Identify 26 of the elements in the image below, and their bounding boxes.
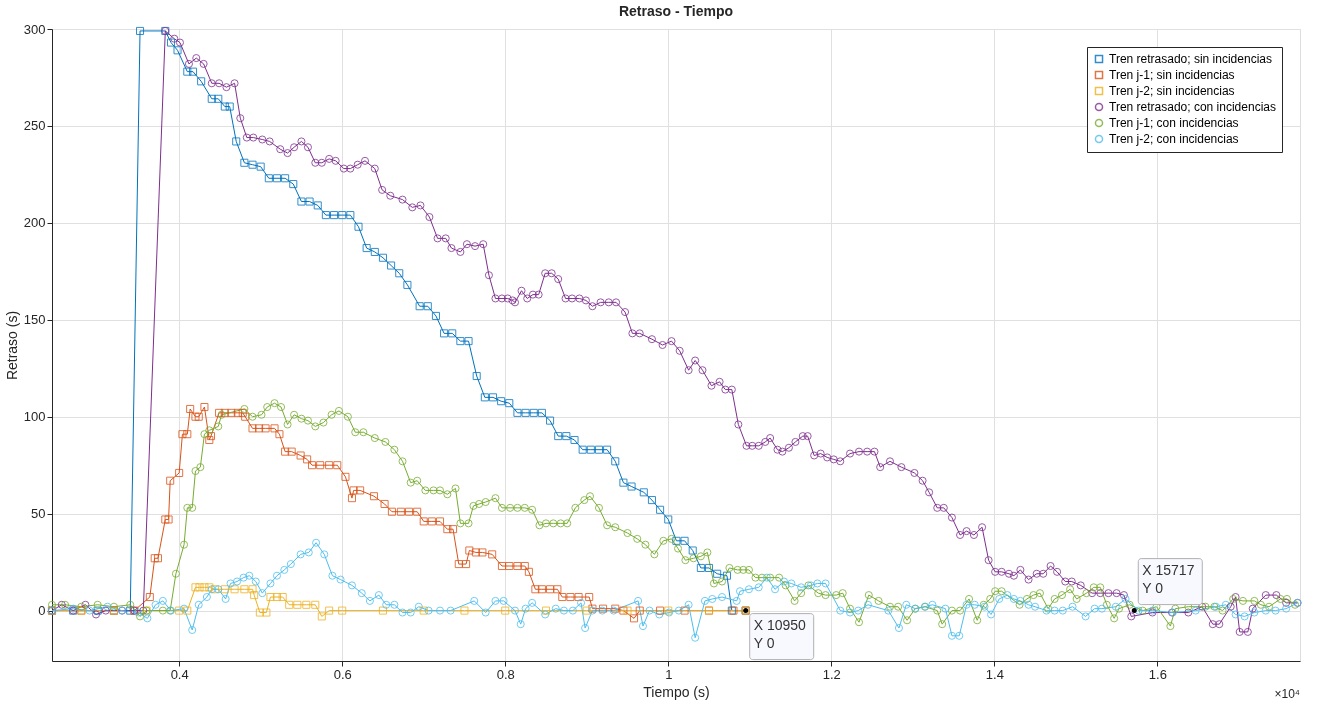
- legend-label: Tren j-2; con incidencias: [1109, 132, 1239, 146]
- y-tick-label: 300: [23, 21, 46, 37]
- legend-label: Tren j-1; con incidencias: [1109, 116, 1239, 130]
- x-tick-label: 1: [665, 666, 673, 682]
- y-axis-title: Retraso (s): [3, 310, 20, 381]
- x-tick-label: 1.6: [1148, 666, 1167, 682]
- legend-label: Tren retrasado; con incidencias: [1109, 100, 1276, 114]
- text: ×10⁴: [1274, 687, 1300, 701]
- x-tick-label: 1.4: [985, 666, 1004, 682]
- x-axis-title: Tiempo (s): [643, 683, 710, 700]
- y-tick-label: 250: [23, 118, 46, 134]
- x-tick-label: 1.2: [822, 666, 841, 682]
- x-tick-label: 0.6: [333, 666, 352, 682]
- annotation: X 15717 Y 0: [1142, 561, 1195, 596]
- legend-label: Tren j-2; sin incidencias: [1109, 84, 1235, 98]
- legend-label: Tren j-1; sin incidencias: [1109, 68, 1235, 82]
- y-tick-label: 200: [23, 215, 46, 231]
- legend-label: Tren retrasado; sin incidencias: [1109, 52, 1272, 66]
- annotation: X 10950 Y 0: [753, 616, 807, 651]
- x-tick-label: 0.4: [170, 666, 189, 682]
- y-tick-label: 50: [31, 506, 46, 522]
- x-tick-label: 0.8: [496, 666, 515, 682]
- y-tick-label: 100: [23, 409, 46, 425]
- y-tick-label: 0: [38, 603, 46, 619]
- y-tick-label: 150: [23, 312, 46, 328]
- chart-title: Retraso - Tiempo: [618, 3, 734, 19]
